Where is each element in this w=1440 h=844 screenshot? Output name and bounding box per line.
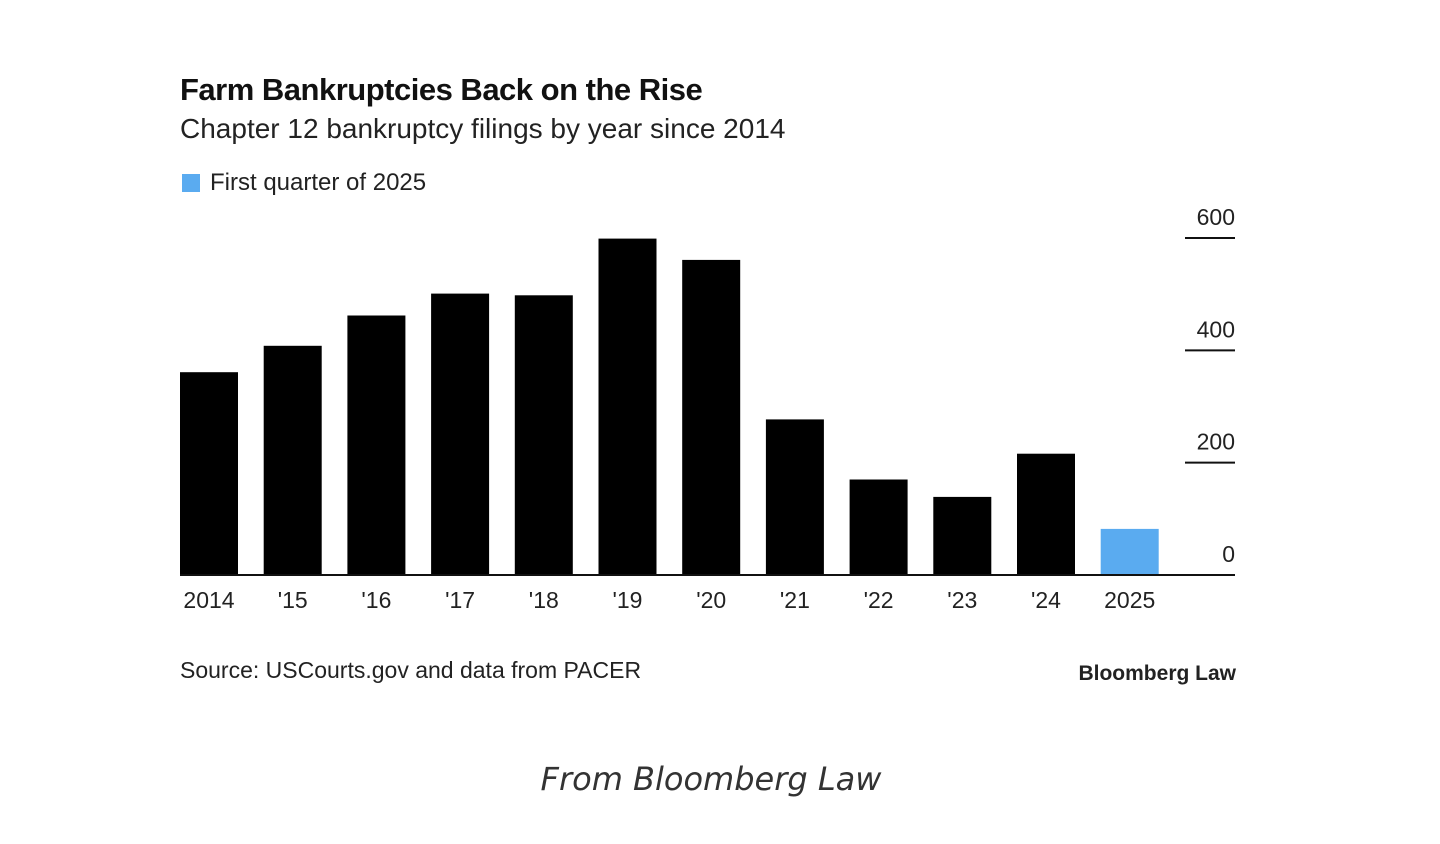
chart-title: Farm Bankruptcies Back on the Rise <box>180 72 703 107</box>
x-tick-label: '19 <box>613 587 643 613</box>
bar-15 <box>263 345 322 575</box>
image-caption: From Bloomberg Law <box>540 760 882 798</box>
x-axis: 2014 '15 '16 '17 '18 '19 '20 '21 '22 '23 '24 2025 <box>183 587 1155 613</box>
x-tick-label: '22 <box>864 587 894 613</box>
y-tick-label: 200 <box>1197 429 1235 455</box>
bar-18 <box>514 295 573 575</box>
bar-2025 <box>1100 528 1159 575</box>
y-tick-label: 0 <box>1222 541 1235 567</box>
legend: First quarter of 2025 <box>182 169 426 197</box>
bar-19 <box>598 238 657 575</box>
source-note: Source: USCourts.gov and data from PACER <box>180 657 642 683</box>
chart-card: Farm Bankruptcies Back on the Rise Chapt… <box>180 72 1236 685</box>
bar-2014 <box>180 372 238 575</box>
x-tick-label: '23 <box>947 587 977 613</box>
legend-swatch <box>182 174 200 192</box>
x-tick-label: '24 <box>1031 587 1061 613</box>
x-tick-label: '20 <box>696 587 726 613</box>
x-tick-label: '18 <box>529 587 559 613</box>
bars <box>180 238 1159 575</box>
bar-20 <box>682 259 741 575</box>
y-tick-label: 400 <box>1197 316 1235 342</box>
chart-subtitle: Chapter 12 bankruptcy filings by year si… <box>180 113 786 144</box>
x-tick-label: 2014 <box>183 587 234 613</box>
bar-16 <box>347 315 406 575</box>
bar-24 <box>1017 453 1075 575</box>
x-tick-label: 2025 <box>1104 587 1155 613</box>
bar-21 <box>765 419 824 575</box>
y-axis: 0 200 400 600 <box>1185 204 1235 567</box>
x-tick-label: '21 <box>780 587 810 613</box>
bar-22 <box>849 479 908 575</box>
x-tick-label: '17 <box>445 587 475 613</box>
brand-logo: Bloomberg Law <box>1078 662 1236 685</box>
legend-label: First quarter of 2025 <box>210 169 427 196</box>
x-tick-label: '16 <box>361 587 391 613</box>
bar-17 <box>431 293 490 575</box>
bar-23 <box>933 496 992 575</box>
bar-chart: 0 200 400 600 2014 '15 '16 '17 '18 '19 '20 '21 '22 '… <box>180 204 1235 613</box>
x-tick-label: '15 <box>278 587 308 613</box>
y-tick-label: 600 <box>1197 204 1235 230</box>
